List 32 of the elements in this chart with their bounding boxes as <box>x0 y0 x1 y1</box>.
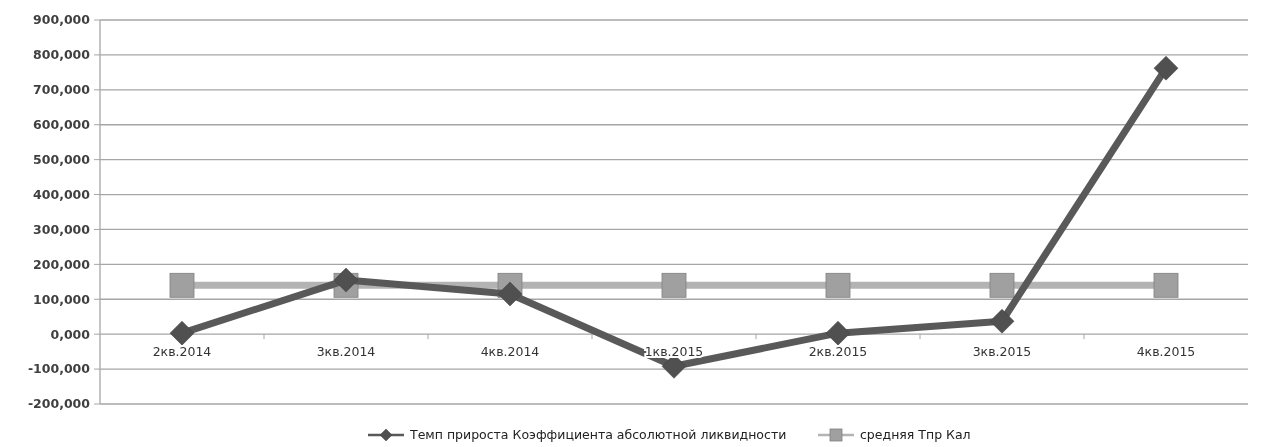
y-tick-label: 500,000 <box>33 152 91 168</box>
point <box>661 272 687 298</box>
point <box>1153 272 1179 298</box>
y-tick-label: 600,000 <box>33 117 91 133</box>
y-tick-label: 900,000 <box>33 12 91 28</box>
x-tick-label: 3кв.2015 <box>972 344 1032 360</box>
point <box>333 267 359 293</box>
y-tick-label: 300,000 <box>33 221 91 237</box>
x-tick-label: 4кв.2014 <box>480 344 540 360</box>
x-tick-label: 2кв.2015 <box>808 344 868 360</box>
point <box>1153 55 1179 81</box>
x-tick-label: 1кв.2015 <box>644 344 704 360</box>
point <box>169 320 195 346</box>
point <box>497 281 523 307</box>
point <box>825 320 851 346</box>
y-tick-label: 800,000 <box>33 47 91 63</box>
y-tick-label: 200,000 <box>33 256 91 272</box>
x-tick-label: 2кв.2014 <box>152 344 212 360</box>
y-tick-label: -200,000 <box>27 396 91 412</box>
y-tick-label: 0,000 <box>50 326 91 342</box>
x-tick-label: 4кв.2015 <box>1136 344 1196 360</box>
legend-label: средняя Тпр Кал <box>860 427 971 443</box>
point <box>989 272 1015 298</box>
y-tick-label: 400,000 <box>33 186 91 202</box>
point <box>825 272 851 298</box>
point <box>989 309 1015 334</box>
x-tick-label: 3кв.2014 <box>316 344 376 360</box>
legend-label: Темп прироста Коэффициента абсолютной ликвидности <box>409 427 787 443</box>
y-tick-label: -100,000 <box>27 361 91 377</box>
y-tick-label: 700,000 <box>33 82 91 98</box>
point <box>169 272 195 298</box>
y-tick-label: 100,000 <box>33 291 91 307</box>
